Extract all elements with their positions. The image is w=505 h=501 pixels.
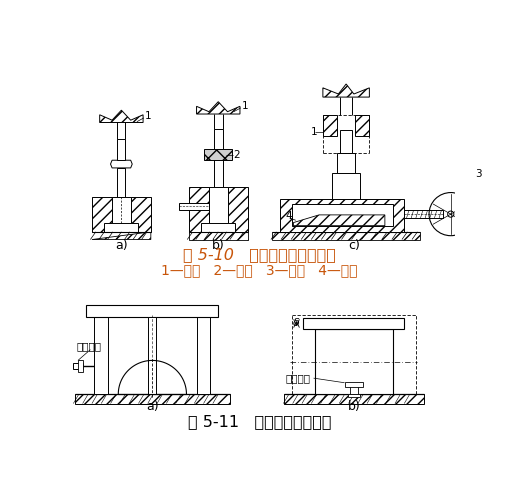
Polygon shape	[99, 110, 143, 122]
Polygon shape	[110, 160, 132, 168]
Polygon shape	[355, 115, 369, 136]
Bar	[73, 363, 82, 369]
Text: b): b)	[347, 400, 360, 413]
Text: 辅助支承: 辅助支承	[285, 373, 310, 383]
Text: 辅助支承: 辅助支承	[76, 341, 101, 351]
Bar	[349, 386, 357, 393]
Text: a): a)	[115, 239, 127, 252]
Polygon shape	[188, 187, 209, 232]
Bar	[344, 382, 363, 387]
Bar	[315, 329, 392, 394]
Bar	[339, 130, 351, 153]
Polygon shape	[272, 232, 419, 239]
Bar	[86, 305, 218, 317]
Bar	[179, 202, 209, 210]
Text: b): b)	[212, 239, 224, 252]
Bar	[117, 168, 125, 197]
Bar	[213, 129, 223, 149]
Text: 1: 1	[311, 127, 317, 137]
Polygon shape	[280, 199, 403, 232]
Polygon shape	[130, 197, 150, 232]
Text: c): c)	[347, 239, 359, 252]
Bar	[291, 204, 392, 225]
Bar	[112, 197, 130, 222]
Bar	[117, 139, 125, 160]
Polygon shape	[322, 115, 336, 136]
Bar	[78, 360, 82, 372]
Text: 图 5-11   辅助支承应用实例: 图 5-11 辅助支承应用实例	[187, 414, 330, 429]
Bar	[196, 317, 210, 394]
Polygon shape	[227, 187, 247, 232]
Polygon shape	[284, 394, 423, 403]
Polygon shape	[188, 232, 247, 239]
Bar	[213, 160, 223, 187]
Text: 2: 2	[233, 150, 240, 160]
Text: 1: 1	[241, 101, 247, 111]
Text: 1—支承   2—谺母   3—手轮   4—楷块: 1—支承 2—谺母 3—手轮 4—楷块	[161, 264, 357, 278]
Bar	[336, 153, 355, 172]
Bar	[403, 210, 442, 218]
Bar	[347, 393, 360, 397]
Text: 1: 1	[144, 111, 151, 121]
Text: δ: δ	[292, 318, 299, 328]
Polygon shape	[196, 102, 239, 114]
Text: 4: 4	[285, 211, 292, 221]
Bar	[303, 318, 403, 329]
Text: 3: 3	[475, 169, 481, 179]
Bar	[209, 187, 227, 222]
Polygon shape	[92, 232, 150, 239]
Bar	[94, 317, 108, 394]
Polygon shape	[293, 215, 384, 225]
Polygon shape	[322, 84, 369, 97]
Polygon shape	[75, 394, 229, 403]
Bar	[331, 172, 360, 199]
Text: a): a)	[146, 400, 159, 413]
Text: 图 5-10   常见的几种辅助支承: 图 5-10 常见的几种辅助支承	[182, 247, 335, 263]
Bar	[148, 317, 156, 394]
Polygon shape	[92, 197, 112, 232]
Polygon shape	[204, 149, 232, 160]
